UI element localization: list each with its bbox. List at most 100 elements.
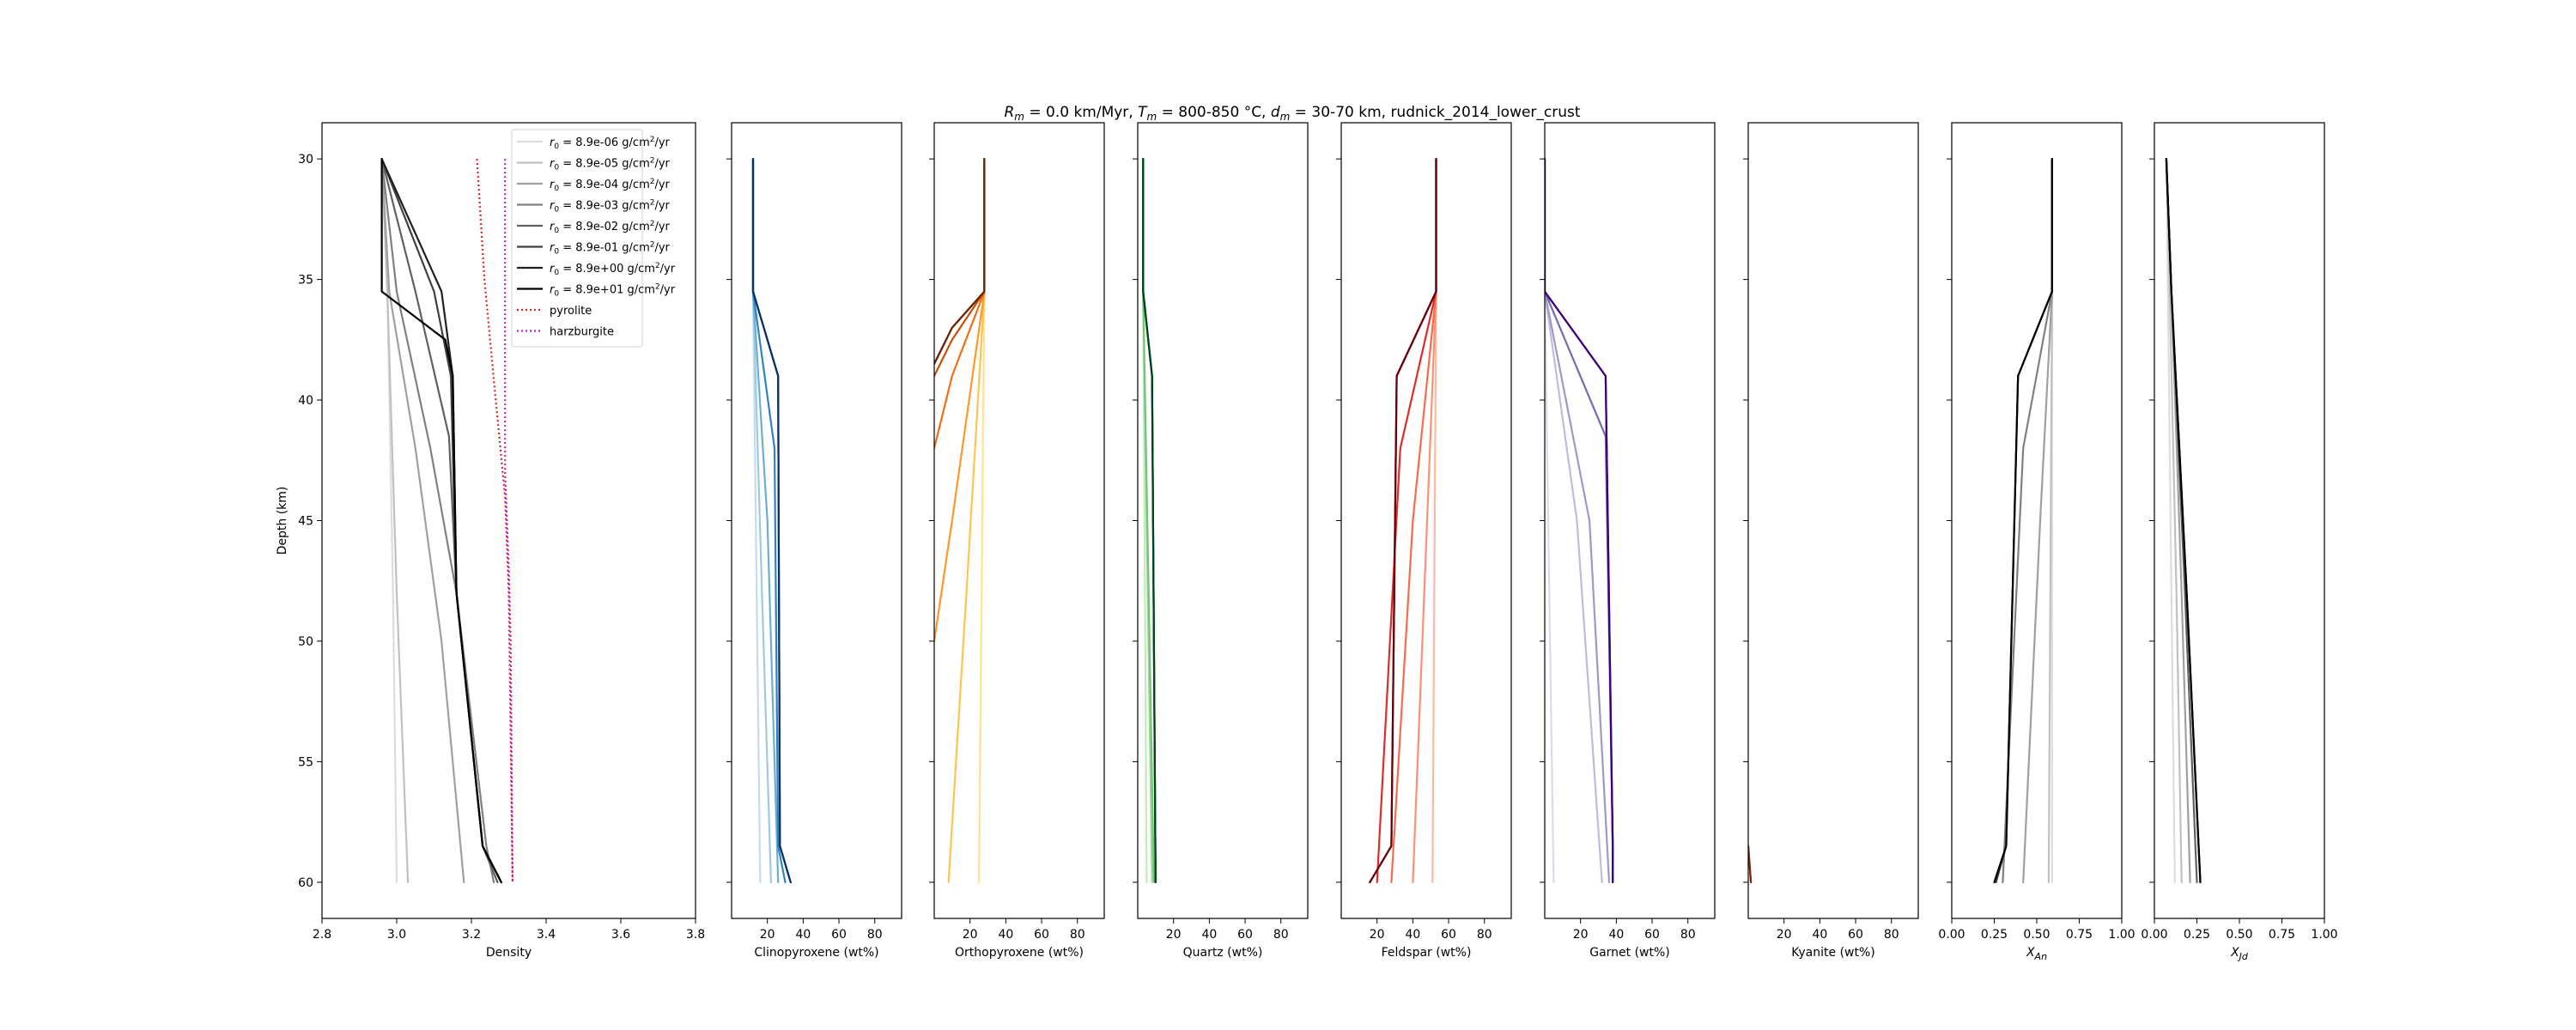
- x-tick-label: 60: [1034, 928, 1049, 942]
- legend-label: r0 = 8.9e+01 g/cm2/yr: [550, 283, 676, 299]
- x-axis-label: Kyanite (wt%): [1791, 946, 1875, 960]
- series-line: [1995, 158, 2053, 884]
- x-tick-label: 0.50: [2226, 928, 2252, 942]
- x-tick-label: 60: [831, 928, 847, 942]
- x-tick-label: 3.6: [611, 928, 630, 942]
- x-tick-label: 0.00: [2141, 928, 2167, 942]
- series-line: [947, 158, 986, 884]
- title-r-subscript: m: [1014, 111, 1024, 123]
- series-line: [380, 158, 499, 884]
- legend-label-subscript: 0: [554, 185, 559, 193]
- x-tick-label: 80: [1477, 928, 1492, 942]
- x-tick-label: 0.00: [1938, 928, 1965, 942]
- legend-label-symbol: r: [550, 158, 556, 171]
- legend-label-symbol: r: [550, 263, 556, 276]
- x-tick-label: 80: [1884, 928, 1899, 942]
- legend-label-text: = 8.9e+01 g/cm: [559, 284, 655, 297]
- series-group: [1369, 158, 1437, 884]
- legend-label-unit: /yr: [654, 242, 670, 255]
- x-tick-label: 40: [1201, 928, 1217, 942]
- legend-label: r0 = 8.9e-01 g/cm2/yr: [550, 241, 671, 257]
- series-line: [1142, 158, 1157, 884]
- x-tick-label: 40: [1812, 928, 1827, 942]
- series-group: [934, 158, 986, 884]
- legend-box: [511, 129, 643, 348]
- series-line: [1369, 158, 1437, 884]
- x-tick-label: 60: [1644, 928, 1660, 942]
- legend-label-subscript: 0: [554, 142, 559, 151]
- legend-label-text: pyrolite: [550, 305, 592, 318]
- title-text-2: = 800-850 °C,: [1157, 104, 1271, 121]
- x-tick-label: 0.25: [1981, 928, 2008, 942]
- x-tick-label: 60: [1237, 928, 1253, 942]
- legend-label-subscript: 0: [554, 290, 559, 299]
- series-group: [1142, 158, 1157, 884]
- legend-label: r0 = 8.9e-03 g/cm2/yr: [550, 199, 671, 215]
- x-tick-label: 60: [1441, 928, 1456, 942]
- legend-label-unit: /yr: [654, 179, 670, 191]
- x-tick-label: 80: [1680, 928, 1696, 942]
- y-axis-label: Depth (km): [276, 487, 289, 555]
- series-line: [380, 158, 495, 884]
- x-tick-label: 20: [1573, 928, 1589, 942]
- legend-label-symbol: r: [550, 242, 556, 255]
- legend-label-symbol: r: [550, 221, 556, 233]
- legend-label: r0 = 8.9e-02 g/cm2/yr: [550, 220, 671, 235]
- x-tick-label: 3.0: [387, 928, 406, 942]
- series-line: [504, 159, 513, 882]
- x-axis-label-main: X: [2026, 946, 2035, 960]
- y-tick-label: 60: [298, 876, 313, 890]
- legend-label-text: = 8.9e-02 g/cm: [559, 221, 650, 233]
- series-group: [2165, 158, 2202, 884]
- x-tick-label: 3.2: [462, 928, 481, 942]
- series-line: [934, 158, 986, 643]
- series-line: [1545, 158, 1611, 884]
- legend-label-symbol: r: [550, 284, 556, 297]
- legend-label-unit: /yr: [654, 200, 670, 213]
- legend-label-superscript: 2: [650, 199, 655, 208]
- x-tick-label: 20: [1777, 928, 1792, 942]
- y-tick-label: 35: [298, 274, 313, 288]
- legend-label: harzburgite: [550, 326, 614, 339]
- x-tick-label: 80: [1273, 928, 1289, 942]
- x-axis-label: XAn: [2026, 946, 2047, 962]
- x-tick-label: 3.4: [537, 928, 556, 942]
- x-axis-label-main: X: [2230, 946, 2239, 960]
- legend-label: pyrolite: [550, 305, 592, 318]
- legend-label-symbol: r: [550, 200, 556, 213]
- x-tick-label: 1.00: [2311, 928, 2337, 942]
- series-line: [1390, 158, 1437, 884]
- x-tick-label: 1.00: [2108, 928, 2135, 942]
- legend-label: r0 = 8.9e-04 g/cm2/yr: [550, 178, 671, 193]
- x-axis-label: XJd: [2230, 946, 2249, 962]
- legend-label-text: = 8.9e-04 g/cm: [559, 179, 650, 191]
- series-line: [2165, 158, 2202, 884]
- series-line: [751, 158, 792, 884]
- axes-frame: [1137, 122, 1309, 919]
- legend-label-unit: /yr: [660, 263, 676, 276]
- title-d-subscript: m: [1280, 111, 1291, 123]
- legend-label-subscript: 0: [554, 206, 559, 215]
- legend-label-subscript: 0: [554, 248, 559, 257]
- y-tick-label: 30: [298, 153, 313, 167]
- panel-clinopyroxene: 20 40 60 80 Clinopyroxene (wt%): [726, 122, 902, 960]
- panel-orthopyroxene: 20 40 60 80 Orthopyroxene (wt%): [929, 122, 1105, 960]
- legend-label-subscript: 0: [554, 164, 559, 173]
- legend-label-unit: /yr: [660, 284, 676, 297]
- legend-label-superscript: 2: [655, 283, 660, 292]
- x-tick-label: 0.75: [2066, 928, 2093, 942]
- y-tick-label: 50: [298, 635, 313, 649]
- panel-density: 2.8 3.0 3.2 3.4 3.6 3.8 30 35 40 45 50 55 60 Density D…: [276, 122, 705, 960]
- x-tick-label: 20: [1370, 928, 1385, 942]
- x-tick-label: 2.8: [313, 928, 331, 942]
- title-text-3: = 30-70 km, rudnick_2014_lower_crust: [1290, 104, 1581, 121]
- title-t-symbol: T: [1138, 104, 1148, 121]
- legend-label-text: = 8.9e-06 g/cm: [559, 136, 650, 149]
- panels: 2.8 3.0 3.2 3.4 3.6 3.8 30 35 40 45 50 55 60 Density D…: [276, 122, 2338, 962]
- legend-label-symbol: r: [550, 179, 556, 191]
- x-tick-label: 20: [760, 928, 775, 942]
- panel-garnet: 20 40 60 80 Garnet (wt%): [1540, 122, 1716, 960]
- series-group: [1993, 158, 2053, 884]
- x-tick-label: 0.25: [2184, 928, 2210, 942]
